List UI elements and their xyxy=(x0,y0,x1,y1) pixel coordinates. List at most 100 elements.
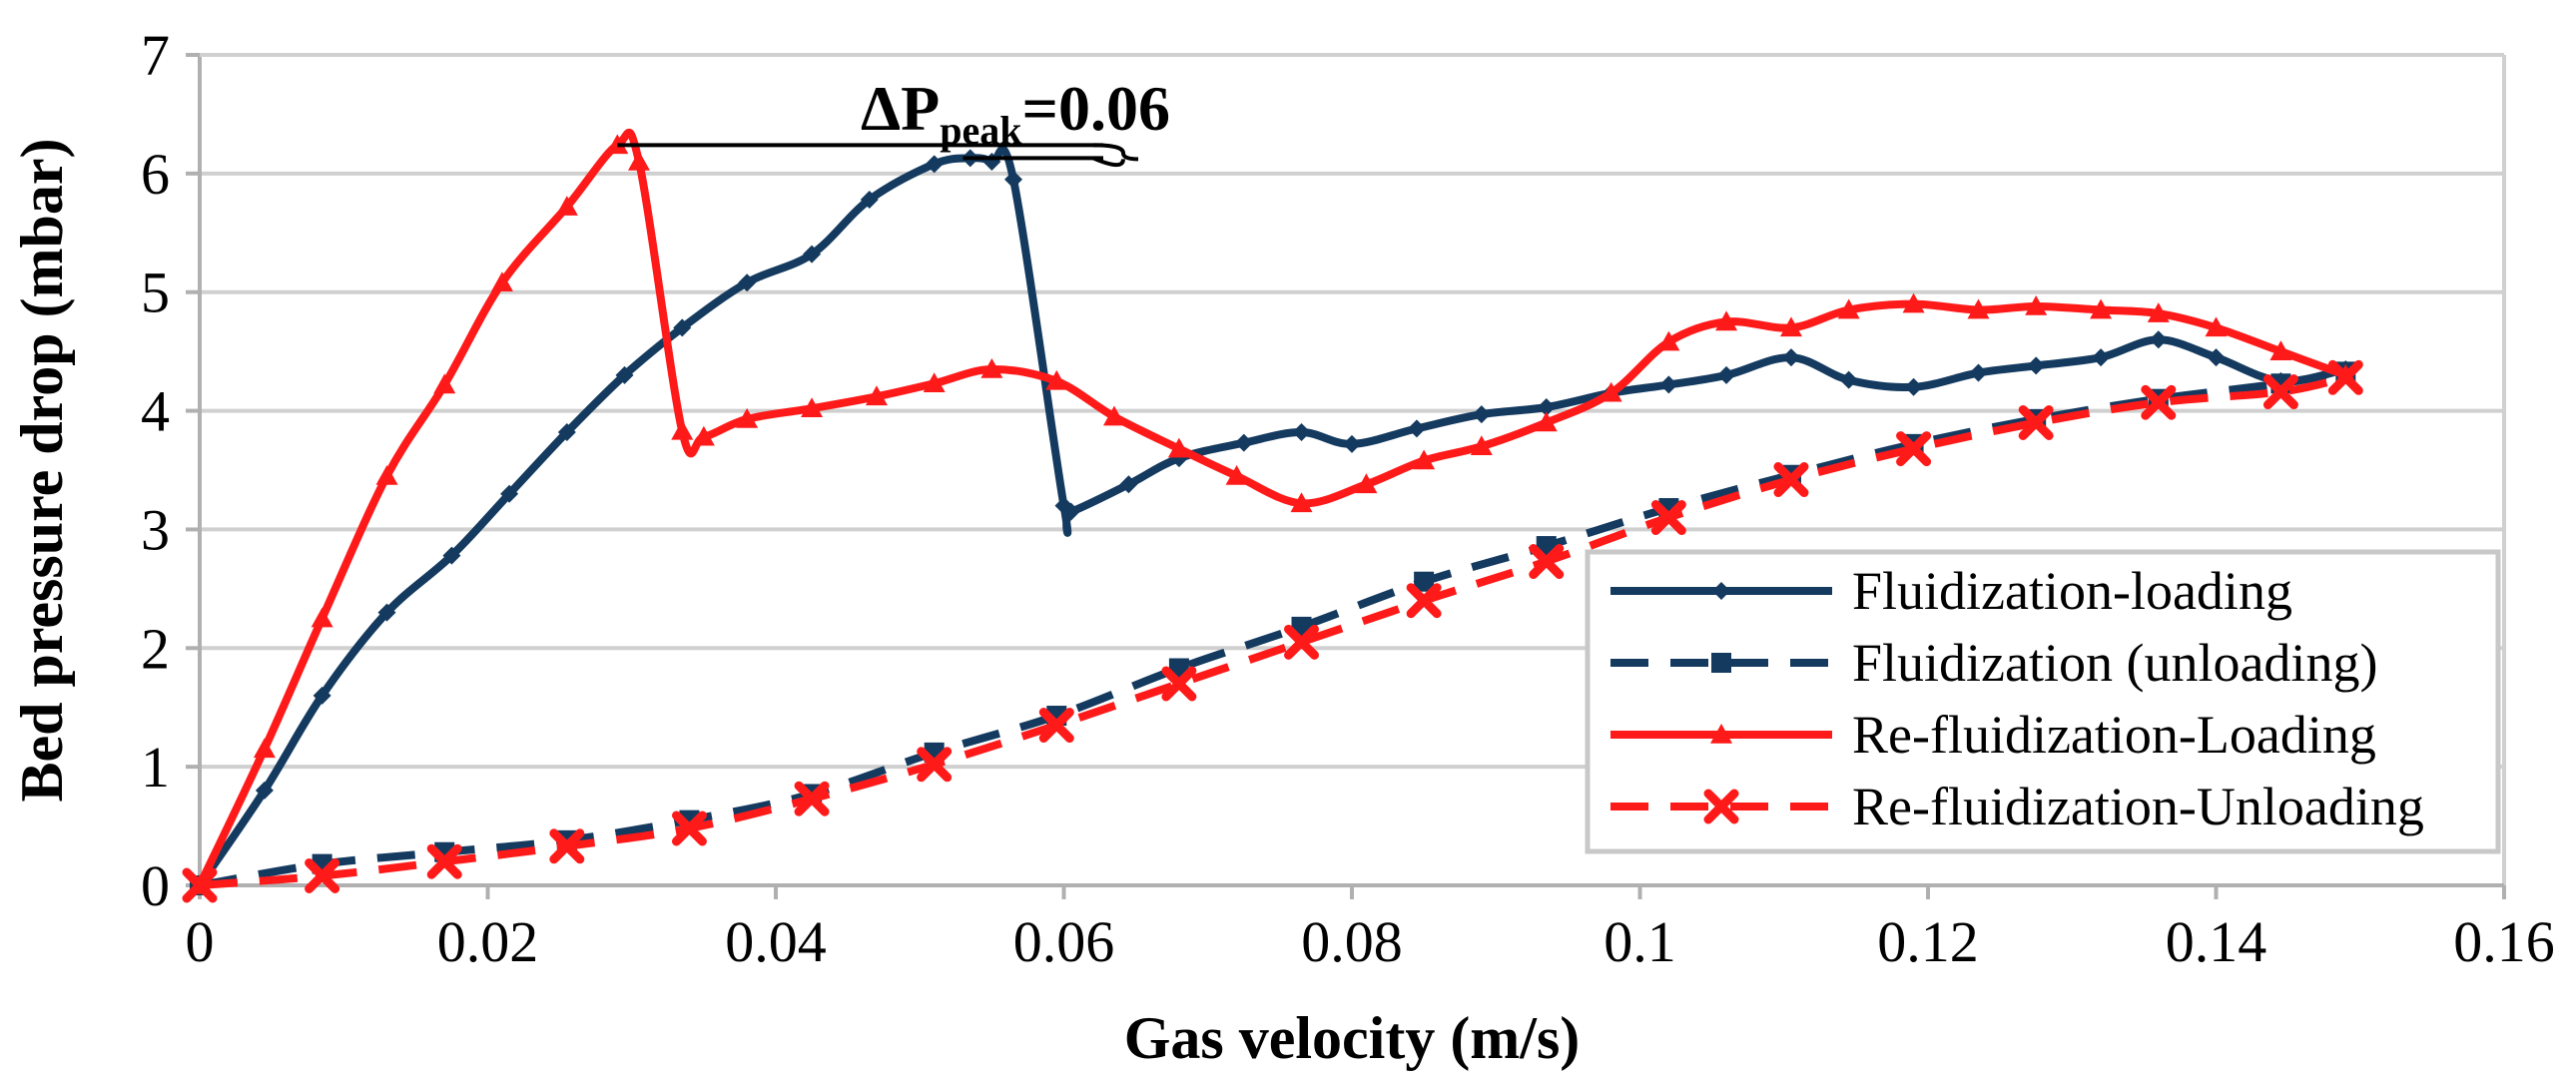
x-tick-label: 0.06 xyxy=(1013,909,1115,974)
data-point xyxy=(1896,431,1932,467)
data-point xyxy=(557,422,576,441)
data-point xyxy=(375,464,398,485)
y-tick-label: 2 xyxy=(141,616,170,681)
data-point xyxy=(1290,492,1313,513)
data-point xyxy=(1054,496,1073,515)
legend-swatch-marker xyxy=(1703,789,1739,824)
series-3 xyxy=(182,359,2363,903)
data-point xyxy=(1413,449,1436,470)
series-2 xyxy=(189,128,2357,894)
legend-label: Re-fluidization-Loading xyxy=(1852,705,2376,765)
data-point xyxy=(1343,434,1361,453)
delta-p-annotation: ΔPpeak=0.06 xyxy=(617,73,1170,168)
data-point xyxy=(794,781,830,816)
data-point xyxy=(1537,398,1556,417)
data-point xyxy=(1779,316,1802,337)
delta-p-value: =0.06 xyxy=(1021,73,1169,144)
data-point xyxy=(1406,583,1442,619)
data-point xyxy=(1038,708,1074,744)
delta-p-subscript: peak xyxy=(940,108,1022,153)
data-point xyxy=(1234,433,1253,452)
data-point xyxy=(313,686,331,705)
x-tick-label: 0.14 xyxy=(2166,909,2267,974)
delta-p-label: ΔPpeak=0.06 xyxy=(861,73,1170,153)
data-point xyxy=(2092,348,2111,367)
peak-brace xyxy=(1092,143,1139,168)
data-point xyxy=(1529,544,1565,580)
legend-swatch-marker xyxy=(1712,582,1730,600)
data-point xyxy=(923,372,946,393)
data-point xyxy=(2149,330,2168,349)
x-tick-label: 0.12 xyxy=(1877,909,1979,974)
legend-box xyxy=(1585,549,2501,854)
data-point xyxy=(1904,377,1923,396)
data-point xyxy=(1600,381,1622,402)
legend-label: Fluidization-loading xyxy=(1852,561,2292,621)
data-point xyxy=(1292,422,1311,441)
delta-p-symbol: ΔP xyxy=(861,73,940,144)
y-tick-label: 4 xyxy=(141,379,170,444)
data-point xyxy=(1773,462,1809,498)
data-point xyxy=(305,857,340,893)
x-tick-label: 0.08 xyxy=(1301,909,1403,974)
data-point xyxy=(2207,348,2226,367)
data-point xyxy=(615,365,634,384)
y-tick-label: 1 xyxy=(141,735,170,800)
data-point xyxy=(1004,170,1023,189)
data-point xyxy=(1414,571,1435,592)
x-tick-label: 0.1 xyxy=(1604,909,1676,974)
x-axis-title: Gas velocity (m/s) xyxy=(1124,1005,1581,1071)
data-point xyxy=(801,397,824,417)
data-point xyxy=(2269,340,2292,360)
data-point xyxy=(627,150,650,171)
data-point xyxy=(1902,292,1925,313)
data-point xyxy=(1650,500,1686,536)
data-point xyxy=(1717,365,1736,384)
data-point xyxy=(1969,363,1988,382)
data-point xyxy=(2025,294,2048,315)
data-point xyxy=(1161,666,1197,702)
data-point xyxy=(1045,369,1068,390)
data-point xyxy=(980,357,1003,378)
y-tick-label: 7 xyxy=(141,23,170,88)
legend: Fluidization-loading Fluidization (unload… xyxy=(1585,549,2501,854)
data-point xyxy=(1967,298,1990,319)
series-0 xyxy=(191,145,2355,894)
data-point xyxy=(1659,375,1678,394)
x-tick-label: 0.04 xyxy=(725,909,827,974)
data-point xyxy=(692,425,715,446)
data-point xyxy=(1535,411,1558,432)
data-point xyxy=(2205,316,2228,337)
data-point xyxy=(1119,475,1138,494)
series-line-0 xyxy=(196,145,2347,888)
data-point xyxy=(671,419,694,440)
y-tick-label: 3 xyxy=(141,497,170,562)
data-point xyxy=(671,810,707,846)
x-tick-label: 0.02 xyxy=(437,909,539,974)
axes: 0 1 2 3 4 5 6 7 0 0.02 0.04 0.06 0.08 0.1 0.12 0.14 0.16… xyxy=(9,23,2555,1071)
data-point xyxy=(433,373,456,394)
data-point xyxy=(2327,359,2363,395)
data-point xyxy=(1061,502,1080,521)
data-point xyxy=(1472,405,1491,424)
data-point xyxy=(673,318,692,337)
data-point xyxy=(182,867,218,903)
data-point xyxy=(736,407,759,428)
y-tick-label: 0 xyxy=(141,853,170,918)
data-point xyxy=(490,271,513,292)
data-point xyxy=(738,273,757,292)
data-point xyxy=(1837,298,1860,319)
data-point xyxy=(555,196,578,216)
data-point xyxy=(1657,330,1680,351)
y-tick-label: 5 xyxy=(141,261,170,325)
x-tick-label: 0 xyxy=(186,909,215,974)
data-point xyxy=(426,843,462,879)
data-point xyxy=(1355,473,1378,494)
data-point xyxy=(860,191,879,210)
data-point xyxy=(1839,370,1858,389)
data-point xyxy=(2147,302,2170,322)
data-point xyxy=(925,155,944,174)
data-point xyxy=(2262,374,2298,410)
data-point xyxy=(549,828,585,864)
